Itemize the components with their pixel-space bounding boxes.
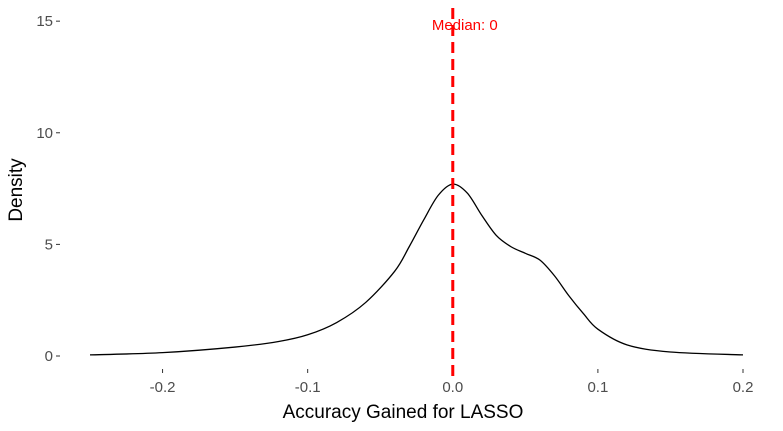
x-tick-label: 0.2	[733, 379, 754, 396]
y-tick-label: 0	[45, 348, 53, 365]
y-tick-label: 10	[36, 125, 53, 142]
y-axis-title: Density	[6, 158, 27, 222]
y-tick-label: 5	[45, 236, 53, 253]
x-axis-title: Accuracy Gained for LASSO	[283, 402, 524, 423]
x-tick-label: -0.1	[295, 379, 321, 396]
density-curve	[89, 183, 744, 356]
y-axis: 0 5 10 15	[36, 13, 60, 365]
y-tick-label: 15	[36, 13, 53, 30]
x-tick-label: 0.0	[442, 379, 463, 396]
x-axis: -0.2 -0.1 0.0 0.1 0.2	[150, 369, 754, 396]
plot-area: Median: 0	[89, 8, 744, 378]
x-tick-label: 0.1	[587, 379, 608, 396]
x-tick-label: -0.2	[150, 379, 176, 396]
median-label: Median: 0	[432, 17, 498, 34]
